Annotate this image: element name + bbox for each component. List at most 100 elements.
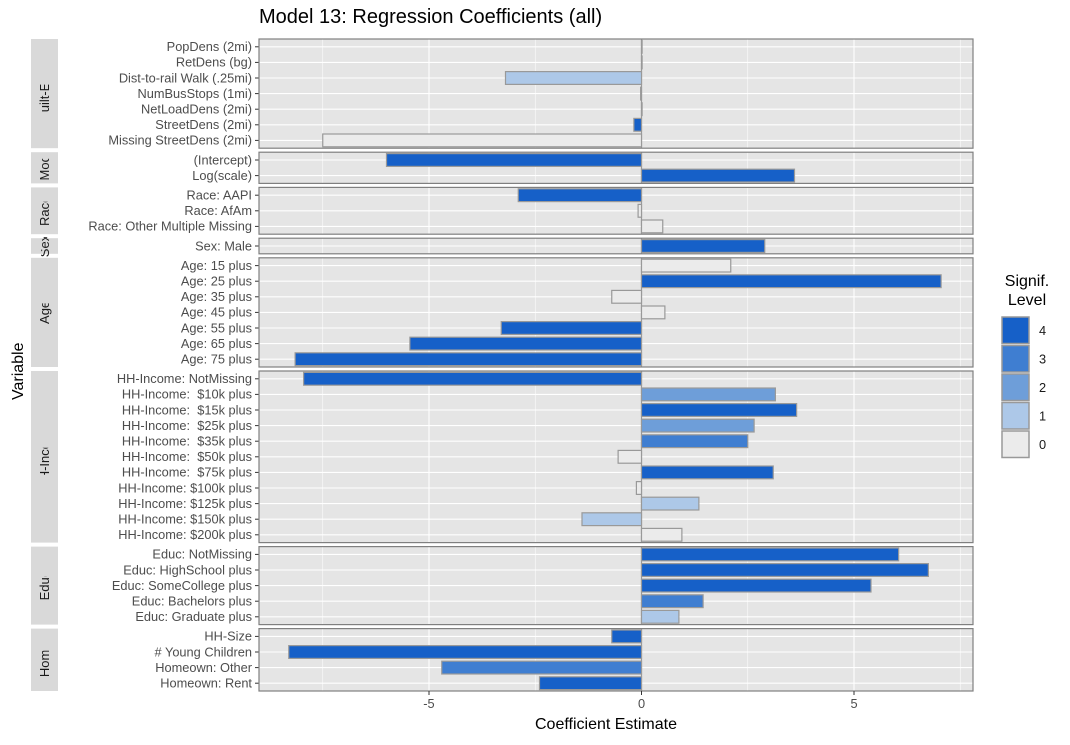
bar <box>640 239 766 253</box>
panel-border <box>258 38 974 149</box>
legend-label: 3 <box>1039 351 1046 366</box>
legend-label: 1 <box>1039 408 1046 423</box>
legend-title: Signif. Level <box>1000 272 1054 310</box>
bar <box>637 203 643 218</box>
y-tick-label: (Intercept) <box>194 152 252 167</box>
y-tick-label: NumBusStops (1mi) <box>138 86 253 101</box>
legend-label: 4 <box>1039 323 1046 338</box>
facet-strip <box>31 187 58 235</box>
y-tick-label: Educ: HighSchool plus <box>123 562 252 577</box>
bar <box>611 629 643 644</box>
bar <box>640 274 942 289</box>
y-tick-label: Age: 65 plus <box>181 336 252 351</box>
facet-strip <box>31 546 58 625</box>
bar <box>640 527 683 542</box>
y-tick-label: StreetDens (2mi) <box>155 117 252 132</box>
y-tick-label: HH-Size <box>204 629 252 644</box>
bar <box>294 352 643 367</box>
bar <box>517 188 643 203</box>
y-tick-label: Race: Other Multiple Missing <box>88 219 252 234</box>
bar <box>640 258 732 273</box>
bar <box>640 39 643 54</box>
facet-strip <box>31 39 58 149</box>
bar <box>640 594 704 609</box>
bar <box>640 168 796 183</box>
panel-border <box>258 257 974 368</box>
y-tick-label: # Young Children <box>155 644 252 659</box>
panel-border <box>258 627 974 692</box>
y-tick-label: HH-Income: $25k plus <box>122 418 252 433</box>
panel-border <box>258 186 974 235</box>
y-axis-title: Variable <box>10 342 27 400</box>
panel-border <box>258 151 974 184</box>
y-tick-label: HH-Income: $200k plus <box>118 527 252 542</box>
facet-strip-label: HH-Income <box>37 424 52 490</box>
y-tick-label: Homeown: Other <box>155 660 252 675</box>
legend-title-line1: Signif. <box>1004 273 1050 290</box>
bar <box>500 321 643 335</box>
panel-border <box>258 370 974 544</box>
x-tick-label: 5 <box>850 696 857 711</box>
x-tick-label: 0 <box>638 696 645 711</box>
y-tick-label: Missing StreetDens (2mi) <box>108 133 252 148</box>
panel-border <box>258 545 974 626</box>
facet-strip-label: Age <box>37 301 52 324</box>
y-tick-label: Homeown: Rent <box>160 676 252 691</box>
bar <box>640 578 872 593</box>
legend-label: 0 <box>1039 437 1046 452</box>
bar <box>635 481 643 495</box>
y-tick-label: Race: AAPI <box>187 188 252 203</box>
y-tick-label: Age: 25 plus <box>181 274 252 289</box>
bar <box>581 512 643 527</box>
bar <box>640 102 643 117</box>
legend-key <box>1001 430 1030 459</box>
y-tick-label: HH-Income: $15k plus <box>122 402 252 417</box>
y-tick-label: Race: AfAm <box>184 203 252 218</box>
y-tick-label: HH-Income: $35k plus <box>122 434 252 449</box>
y-tick-label: Dist-to-rail Walk (.25mi) <box>119 70 252 85</box>
y-tick-label: Educ: NotMissing <box>152 547 252 562</box>
y-tick-label: HH-Income: $75k plus <box>122 465 252 480</box>
y-tick-label: Sex: Male <box>195 238 252 253</box>
bar <box>611 289 643 304</box>
bar <box>409 336 643 351</box>
legend-key <box>1001 373 1030 402</box>
y-axis-title-wrap: Variable <box>4 342 34 400</box>
bar <box>640 547 900 562</box>
y-tick-label: Age: 75 plus <box>181 352 252 367</box>
bar <box>640 434 749 449</box>
legend-key <box>1001 344 1030 373</box>
y-tick-label: Educ: SomeCollege plus <box>112 578 252 593</box>
chart-title: Model 13: Regression Coefficients (all) <box>259 6 603 28</box>
y-tick-label: Log(scale) <box>192 168 252 183</box>
bar <box>640 418 755 433</box>
y-tick-label: HH-Income: $150k plus <box>118 512 252 527</box>
legend-title-line2: Level <box>1007 292 1047 309</box>
legend-key <box>1001 316 1030 345</box>
legend-key <box>1001 401 1030 430</box>
facet-strip-label: Home <box>37 642 52 677</box>
y-tick-label: Age: 45 plus <box>181 305 252 320</box>
y-tick-label: Age: 15 plus <box>181 258 252 273</box>
bar <box>640 465 774 480</box>
bar <box>640 305 666 320</box>
bar <box>640 563 929 577</box>
facet-strip-label: Sex <box>37 234 52 257</box>
y-tick-label: HH-Income: $10k plus <box>122 387 252 402</box>
y-tick-label: Educ: Bachelors plus <box>132 594 252 609</box>
bar <box>640 86 643 101</box>
bar <box>640 55 643 70</box>
facet-strip <box>31 371 58 543</box>
bar <box>640 387 776 402</box>
bar <box>538 676 643 691</box>
y-tick-label: HH-Income: $100k plus <box>118 480 252 495</box>
facet-strip <box>31 238 58 254</box>
facet-strip <box>31 257 58 367</box>
bar <box>617 449 643 464</box>
y-tick-label: Age: 55 plus <box>181 320 252 335</box>
bar <box>441 660 643 675</box>
bar <box>640 403 798 417</box>
x-tick-label: -5 <box>423 696 434 711</box>
y-tick-label: PopDens (2mi) <box>167 39 252 54</box>
